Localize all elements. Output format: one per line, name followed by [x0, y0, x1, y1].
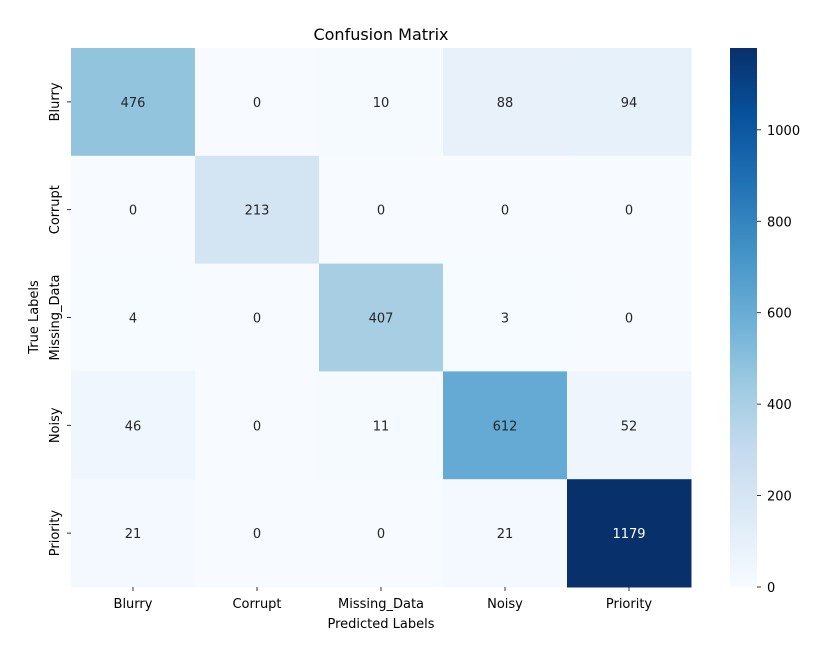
- x-tick-label: Missing_Data: [338, 597, 424, 612]
- heatmap-cell: [443, 48, 568, 157]
- y-tick-label: Priority: [48, 510, 63, 557]
- heatmap-cell: [319, 155, 444, 265]
- x-axis-ticks: Blurry Corrupt Missing_Data Noisy Priority: [114, 587, 653, 612]
- x-axis-label: Predicted Labels: [327, 617, 434, 632]
- heatmap-cell: [567, 479, 692, 588]
- heatmap-cell: [567, 263, 692, 372]
- cell-value-label: 612: [493, 419, 518, 434]
- cell-value-label: 0: [253, 419, 261, 434]
- cell-value-label: 0: [253, 96, 261, 111]
- x-tick-label: Blurry: [114, 597, 153, 612]
- heatmap-cell: [195, 479, 320, 588]
- cell-value-label: 21: [497, 527, 514, 542]
- cell-value-label: 0: [129, 204, 137, 219]
- heatmap-cell: [71, 371, 196, 480]
- heatmap-cell: [71, 155, 196, 265]
- heatmap-cells: 476 0 10 88 94 0 213 0 0 0 4 0 407 3 0 46 0 11 612 52 21 0 0 21…: [71, 48, 692, 588]
- cell-value-label: 46: [125, 419, 142, 434]
- cell-value-label: 476: [121, 96, 146, 111]
- heatmap-cell: [195, 155, 320, 265]
- heatmap-cell: [443, 479, 568, 588]
- cell-value-label: 0: [377, 204, 385, 219]
- colorbar-gradient: [730, 48, 757, 587]
- cell-value-label: 11: [373, 419, 390, 434]
- heatmap-cell: [71, 479, 196, 588]
- colorbar-tick-label: 600: [767, 307, 792, 322]
- heatmap-cell: [319, 263, 444, 372]
- heatmap-cell: [319, 48, 444, 157]
- y-axis-ticks: Blurry Corrupt Missing_Data Noisy Priority: [48, 82, 71, 556]
- colorbar: 0 200 400 600 800 1000: [730, 48, 800, 596]
- y-tick-label: Blurry: [48, 82, 63, 121]
- cell-value-label: 0: [253, 527, 261, 542]
- cell-value-label: 407: [369, 312, 394, 327]
- colorbar-tick-label: 800: [767, 215, 792, 230]
- heatmap-cell: [567, 48, 692, 157]
- colorbar-tick-label: 400: [767, 398, 792, 413]
- cell-value-label: 4: [129, 312, 137, 327]
- heatmap-cell: [195, 48, 320, 157]
- cell-value-label: 0: [253, 312, 261, 327]
- x-tick-label: Priority: [606, 597, 653, 612]
- heatmap-cell: [195, 263, 320, 372]
- heatmap-cell: [71, 48, 196, 157]
- y-tick-label: Noisy: [48, 407, 63, 443]
- cell-value-label: 52: [621, 419, 638, 434]
- heatmap-cell: [567, 371, 692, 480]
- heatmap-cell: [567, 155, 692, 265]
- cell-value-label: 10: [373, 96, 390, 111]
- y-tick-label: Missing_Data: [48, 274, 63, 360]
- cell-value-label: 0: [377, 527, 385, 542]
- cell-value-label: 21: [125, 527, 142, 542]
- heatmap-cell: [319, 479, 444, 588]
- y-tick-label: Corrupt: [48, 185, 63, 234]
- cell-value-label: 88: [497, 96, 514, 111]
- y-axis-label: True Labels: [27, 280, 42, 355]
- heatmap-cell: [443, 263, 568, 372]
- heatmap-cell: [71, 263, 196, 372]
- x-tick-label: Corrupt: [232, 597, 281, 612]
- heatmap-cell: [443, 371, 568, 480]
- chart-title: Confusion Matrix: [313, 25, 448, 44]
- heatmap-cell: [443, 155, 568, 265]
- colorbar-tick-label: 200: [767, 490, 792, 505]
- cell-value-label: 0: [625, 312, 633, 327]
- cell-value-label: 1179: [612, 527, 645, 542]
- cell-value-label: 3: [501, 312, 509, 327]
- colorbar-tick-label: 1000: [767, 124, 800, 139]
- colorbar-tick-label: 0: [767, 581, 775, 596]
- cell-value-label: 0: [501, 204, 509, 219]
- cell-value-label: 0: [625, 204, 633, 219]
- heatmap-cell: [195, 371, 320, 480]
- heatmap-cell: [319, 371, 444, 480]
- cell-value-label: 94: [621, 96, 638, 111]
- x-tick-label: Noisy: [487, 597, 523, 612]
- cell-value-label: 213: [245, 204, 270, 219]
